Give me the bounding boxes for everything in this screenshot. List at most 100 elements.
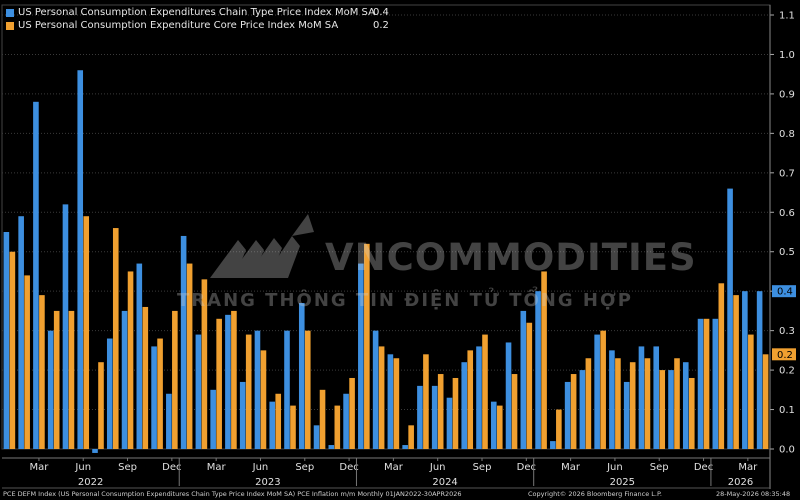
bar-core-pce xyxy=(452,377,459,449)
bar-pce xyxy=(284,330,290,449)
legend-value-pce: 0.4 xyxy=(373,7,389,18)
bar-core-pce xyxy=(467,350,474,449)
x-year-label: 2023 xyxy=(255,477,280,488)
bar-core-pce xyxy=(674,358,680,449)
footer-timestamp: 28-May-2026 08:35:48 xyxy=(716,490,791,498)
legend-entry-pce[interactable]: US Personal Consumption Expenditures Cha… xyxy=(6,6,389,19)
bar-core-pce xyxy=(53,310,60,449)
bar-core-pce xyxy=(9,251,16,449)
x-month-label: Jun xyxy=(74,462,91,473)
y-tick-label: 0.7 xyxy=(779,168,795,179)
x-month-label: Mar xyxy=(561,462,581,473)
x-month-label: Mar xyxy=(384,462,404,473)
bar-pce xyxy=(742,291,748,449)
bar-pce xyxy=(92,449,98,453)
bar-pce xyxy=(638,346,645,449)
bar-pce xyxy=(239,381,246,449)
x-month-label: Jun xyxy=(606,462,623,473)
last-value-badge-core-pce xyxy=(772,348,796,361)
bar-core-pce xyxy=(24,275,30,449)
x-month-label: Sep xyxy=(295,462,314,473)
y-tick-label: 0.0 xyxy=(779,445,795,456)
bar-pce xyxy=(358,263,364,449)
bar-pce xyxy=(62,204,69,449)
bar-core-pce xyxy=(423,354,429,449)
y-tick-label: 0.5 xyxy=(779,247,795,258)
bar-pce xyxy=(653,346,660,449)
bar-pce xyxy=(269,401,276,449)
bar-core-pce xyxy=(364,243,370,449)
bar-core-pce xyxy=(408,425,414,449)
bar-core-pce xyxy=(245,334,252,449)
x-month-label: Mar xyxy=(29,462,49,473)
legend-label-core-pce: US Personal Consumption Expenditure Core… xyxy=(18,20,339,31)
y-tick-label: 0.8 xyxy=(779,129,795,140)
bar-pce xyxy=(609,350,615,449)
bar-pce xyxy=(195,334,202,449)
last-value-label-pce: 0.4 xyxy=(777,287,793,298)
x-year-label: 2025 xyxy=(610,477,635,488)
bar-core-pce xyxy=(600,330,606,449)
bar-pce xyxy=(417,385,423,449)
bar-core-pce xyxy=(142,306,149,449)
x-month-label: Mar xyxy=(738,462,758,473)
bar-core-pce xyxy=(83,216,90,449)
bar-core-pce xyxy=(112,228,119,449)
bar-pce xyxy=(682,362,689,449)
x-month-label: Jun xyxy=(252,462,269,473)
bar-core-pce xyxy=(127,271,134,449)
chart-footer: PCE DEFM Index (US Personal Consumption … xyxy=(0,489,800,500)
bar-core-pce xyxy=(748,334,754,449)
bar-core-pce xyxy=(541,271,547,449)
bar-pce xyxy=(564,381,571,449)
bar-core-pce xyxy=(39,295,45,449)
footer-source: PCE DEFM Index (US Personal Consumption … xyxy=(3,490,462,498)
y-tick-label: 1.0 xyxy=(779,50,795,61)
y-tick-label: 0.9 xyxy=(779,89,795,100)
x-month-label: Sep xyxy=(650,462,669,473)
bar-pce xyxy=(387,354,394,449)
bar-core-pce xyxy=(172,310,178,449)
bar-core-pce xyxy=(68,310,75,449)
footer-copyright: Copyright© 2026 Bloomberg Finance L.P. xyxy=(528,490,662,498)
bar-core-pce xyxy=(644,358,651,449)
bar-pce xyxy=(313,425,320,449)
bar-core-pce xyxy=(482,334,488,449)
bar-core-pce xyxy=(378,346,385,449)
x-year-label: 2024 xyxy=(432,477,457,488)
bar-core-pce xyxy=(659,370,666,449)
x-month-label: Dec xyxy=(694,462,713,473)
bar-pce xyxy=(136,263,143,449)
bar-core-pce xyxy=(98,362,104,449)
bar-pce xyxy=(3,232,10,449)
x-month-label: Sep xyxy=(473,462,492,473)
bar-core-pce xyxy=(157,338,163,449)
bar-core-pce xyxy=(733,295,739,449)
bar-core-pce xyxy=(231,310,237,449)
bar-pce xyxy=(594,334,600,449)
bar-core-pce xyxy=(319,389,326,449)
bar-pce xyxy=(446,397,453,449)
bar-core-pce xyxy=(437,374,444,449)
last-value-label-core-pce: 0.2 xyxy=(777,350,793,361)
bar-pce xyxy=(520,310,527,449)
bar-core-pce xyxy=(615,358,621,449)
bar-core-pce xyxy=(703,318,710,449)
bar-pce xyxy=(431,385,438,449)
bar-core-pce xyxy=(629,362,636,449)
legend-entry-core-pce[interactable]: US Personal Consumption Expenditure Core… xyxy=(6,19,389,32)
bar-core-pce xyxy=(201,279,208,449)
bar-pce xyxy=(756,291,763,449)
bar-pce xyxy=(151,346,157,449)
bar-core-pce xyxy=(260,350,267,449)
y-tick-label: 0.6 xyxy=(779,208,795,219)
x-month-label: Dec xyxy=(339,462,358,473)
bar-pce xyxy=(180,235,187,449)
y-tick-label: 0.2 xyxy=(779,366,795,377)
chart-legend: US Personal Consumption Expenditures Cha… xyxy=(6,6,389,32)
bar-pce xyxy=(254,330,261,449)
bar-core-pce xyxy=(526,322,533,449)
bar-pce xyxy=(490,401,497,449)
bar-core-pce xyxy=(334,405,341,449)
x-month-label: Jun xyxy=(429,462,446,473)
